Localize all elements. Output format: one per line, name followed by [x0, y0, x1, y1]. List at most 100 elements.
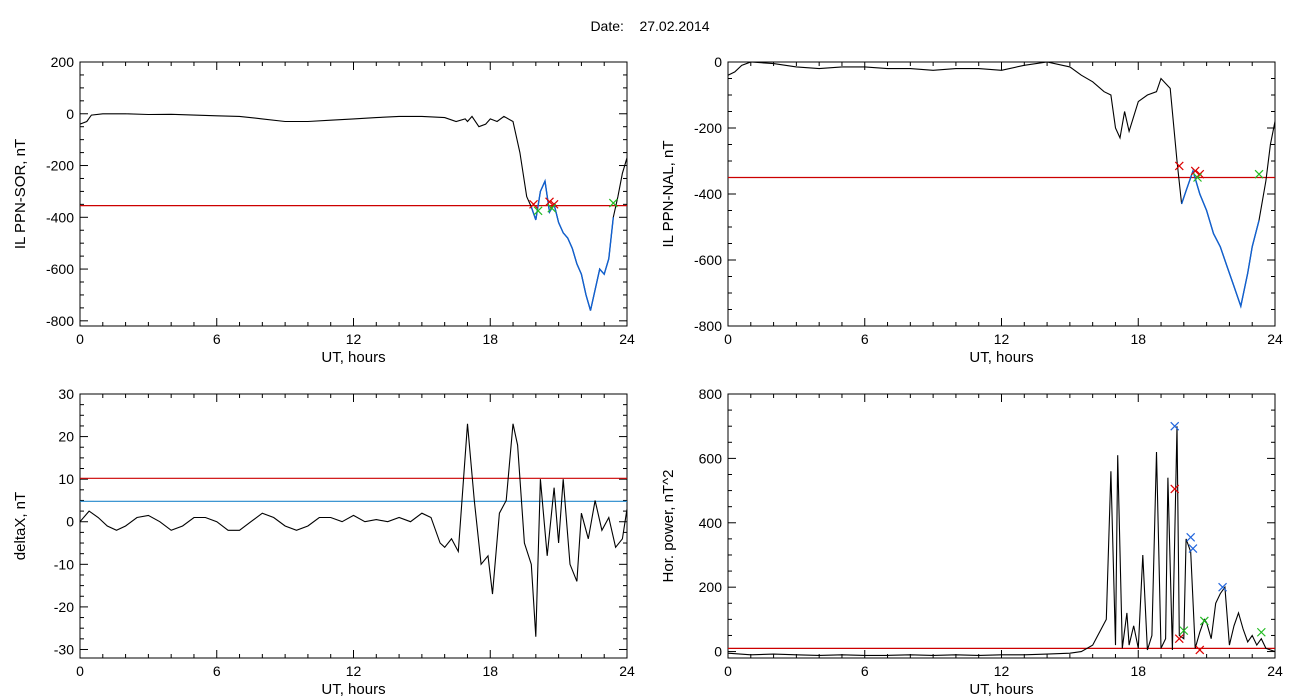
x-tick-label: 18: [1130, 663, 1146, 679]
y-tick-label: 30: [58, 386, 74, 402]
y-tick-label: -10: [54, 556, 74, 572]
blue-highlight-segment: [1180, 168, 1260, 309]
y-axis-title: deltaX, nT: [12, 492, 29, 560]
x-tick-label: 24: [1267, 331, 1283, 347]
marker-stroke: [1195, 645, 1205, 655]
marker-stroke: [1256, 627, 1266, 637]
y-tick-label: -200: [46, 158, 74, 174]
y-tick-label: 10: [58, 471, 74, 487]
blue-x-marker: [1188, 544, 1198, 553]
chart-il-nal: 0 6 12 18 24 -800 -600 -400 -200 0 UT, hours IL PPN…: [660, 54, 1283, 366]
y-tick-label: 0: [66, 514, 74, 530]
date-value: 27.02.2014: [639, 18, 710, 34]
chart-il-sor: 0 6 12 18 24 -800 -600 -400 -200 0 200 UT, hours IL …: [12, 54, 635, 366]
y-tick-label: 20: [58, 429, 74, 445]
y-tick-label: 0: [714, 644, 722, 660]
green-x-marker: [1179, 626, 1189, 636]
chart-deltax: 0 6 12 18 24 -30 -20 -10 0 10 20 30 UT, hours deltaX,…: [12, 386, 635, 698]
x-tick-label: 6: [861, 663, 869, 679]
x-axis-title: UT, hours: [969, 681, 1033, 698]
y-tick-label: 200: [699, 579, 723, 595]
marker-stroke: [547, 203, 557, 213]
marker-stroke: [1193, 173, 1202, 182]
x-tick-label: 24: [1267, 663, 1283, 679]
blue-x-marker: [1170, 421, 1180, 431]
red-x-marker: [529, 199, 538, 209]
y-tick-label: 0: [714, 54, 722, 70]
blue-x-marker: [1186, 532, 1196, 542]
marker-stroke: [1174, 634, 1184, 644]
y-tick-label: -30: [54, 641, 74, 657]
marker-stroke: [1179, 626, 1189, 636]
marker-stroke: [1190, 166, 1200, 176]
y-tick-label: 600: [699, 450, 723, 466]
marker-stroke: [545, 197, 554, 207]
x-tick-label: 24: [619, 663, 635, 679]
x-tick-label: 18: [482, 663, 498, 679]
plot-frame: [79, 61, 628, 327]
x-axis-title: UT, hours: [969, 349, 1033, 366]
x-tick-label: 0: [76, 331, 84, 347]
x-tick-label: 0: [724, 331, 732, 347]
data-series-line: [728, 62, 1275, 309]
y-tick-label: -800: [694, 318, 722, 334]
y-tick-label: 400: [699, 515, 723, 531]
y-tick-label: -600: [46, 261, 74, 277]
red-x-marker: [1174, 161, 1184, 171]
marker-stroke: [608, 198, 618, 208]
marker-stroke: [1218, 582, 1228, 592]
data-series-line: [80, 423, 627, 637]
plot-area: [80, 423, 627, 637]
marker-stroke: [1186, 532, 1196, 542]
green-x-marker: [1254, 169, 1264, 179]
marker-stroke: [1170, 484, 1180, 494]
y-tick-label: -400: [46, 209, 74, 225]
x-tick-label: 12: [994, 663, 1010, 679]
green-x-marker: [608, 198, 618, 208]
figure-title: Date: 27.02.2014: [0, 18, 1300, 34]
y-tick-label: -800: [46, 313, 74, 329]
y-tick-label: 800: [699, 386, 723, 402]
red-x-marker: [545, 197, 554, 207]
marker-stroke: [1188, 544, 1198, 553]
marker-stroke: [529, 199, 538, 209]
date-label: Date:: [590, 18, 624, 34]
marker-stroke: [533, 206, 543, 216]
x-tick-label: 18: [1130, 331, 1146, 347]
green-x-marker: [547, 203, 557, 213]
x-tick-label: 6: [861, 331, 869, 347]
y-tick-label: 0: [66, 106, 74, 122]
green-x-marker: [1193, 173, 1202, 182]
x-tick-label: 12: [346, 331, 362, 347]
marker-stroke: [1174, 161, 1184, 171]
x-tick-label: 18: [482, 331, 498, 347]
green-x-marker: [533, 206, 543, 216]
blue-x-marker: [1218, 582, 1228, 592]
plot-frame: [727, 61, 1276, 327]
chart-hor-power: 0 6 12 18 24 0 200 400 600 800 UT, hours Hor. power…: [660, 386, 1283, 698]
y-axis-title: Hor. power, nT^2: [660, 470, 677, 583]
x-tick-label: 12: [994, 331, 1010, 347]
plot-frame: [727, 393, 1276, 659]
y-tick-label: -20: [54, 599, 74, 615]
y-tick-label: -400: [694, 186, 722, 202]
x-tick-label: 0: [724, 663, 732, 679]
x-tick-label: 12: [346, 663, 362, 679]
blue-highlight-segment: [530, 178, 614, 311]
y-tick-label: 200: [51, 54, 75, 70]
plot-area: [728, 62, 1275, 309]
red-x-marker: [1195, 645, 1205, 655]
marker-stroke: [1170, 421, 1180, 431]
x-tick-label: 6: [213, 663, 221, 679]
x-tick-label: 6: [213, 331, 221, 347]
red-x-marker: [1170, 484, 1180, 494]
red-x-marker: [1190, 166, 1200, 176]
plot-area: [728, 421, 1275, 656]
data-series-line: [728, 426, 1275, 656]
data-series-line: [80, 113, 627, 311]
y-tick-label: -600: [694, 252, 722, 268]
y-axis-title: IL PPN-SOR, nT: [12, 139, 29, 249]
red-x-marker: [1174, 634, 1184, 644]
